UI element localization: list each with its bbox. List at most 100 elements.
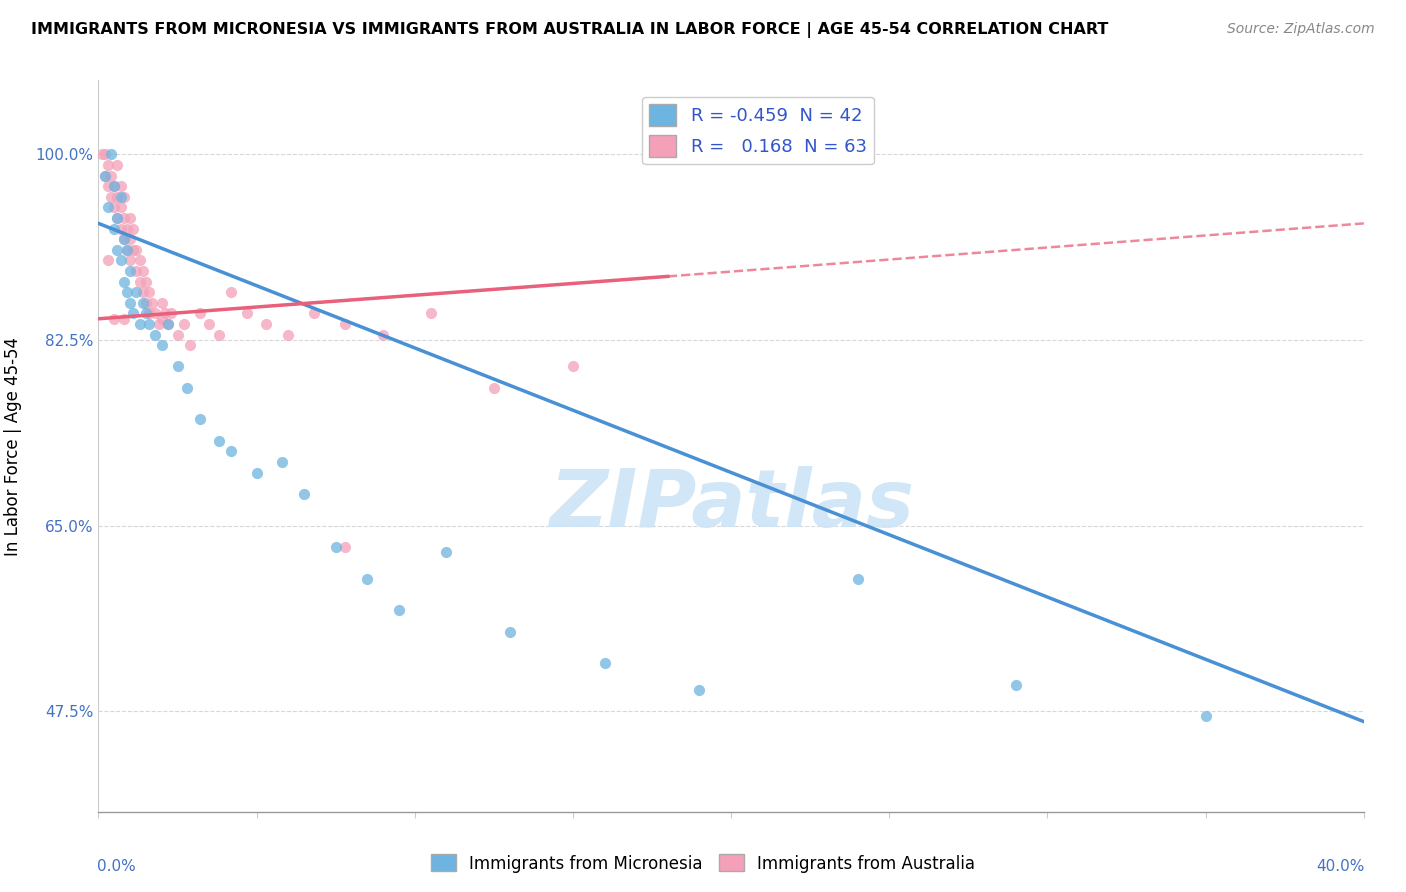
Point — [388, 603, 411, 617]
Point — [103, 179, 125, 194]
Point — [132, 285, 155, 300]
Text: 40.0%: 40.0% — [1316, 859, 1365, 874]
Y-axis label: In Labor Force | Age 45-54: In Labor Force | Age 45-54 — [4, 336, 21, 556]
Point — [356, 572, 378, 586]
Point — [90, 147, 112, 161]
Point — [135, 275, 157, 289]
Legend: Immigrants from Micronesia, Immigrants from Australia: Immigrants from Micronesia, Immigrants f… — [425, 847, 981, 880]
Point — [166, 359, 188, 374]
Point — [498, 624, 520, 639]
Point — [236, 306, 259, 320]
Text: 0.0%: 0.0% — [97, 859, 136, 874]
Point — [179, 338, 201, 352]
Point — [120, 232, 141, 246]
Point — [138, 306, 160, 320]
Point — [128, 317, 150, 331]
Point — [97, 158, 120, 172]
Point — [1004, 677, 1026, 691]
Point — [93, 169, 117, 183]
Point — [419, 306, 441, 320]
Point — [846, 572, 869, 586]
Point — [157, 317, 180, 331]
Point — [132, 296, 155, 310]
Point — [125, 264, 148, 278]
Text: ZIPatlas: ZIPatlas — [548, 466, 914, 543]
Point — [482, 381, 505, 395]
Point — [128, 253, 150, 268]
Point — [208, 434, 231, 448]
Point — [150, 311, 173, 326]
Point — [150, 296, 173, 310]
Point — [110, 201, 132, 215]
Point — [219, 444, 243, 458]
Point — [103, 201, 125, 215]
Point — [112, 190, 135, 204]
Point — [122, 243, 145, 257]
Point — [93, 147, 117, 161]
Point — [208, 327, 231, 342]
Point — [115, 243, 138, 257]
Point — [135, 306, 157, 320]
Point — [107, 211, 129, 225]
Point — [371, 327, 394, 342]
Point — [335, 317, 357, 331]
Point — [120, 296, 141, 310]
Point — [173, 317, 195, 331]
Point — [100, 169, 122, 183]
Point — [188, 306, 211, 320]
Point — [110, 179, 132, 194]
Point — [103, 311, 125, 326]
Point — [125, 243, 148, 257]
Point — [141, 296, 163, 310]
Point — [270, 455, 294, 469]
Point — [135, 296, 157, 310]
Point — [112, 232, 135, 246]
Point — [128, 275, 150, 289]
Point — [115, 221, 138, 235]
Point — [593, 657, 616, 671]
Point — [112, 275, 135, 289]
Point — [148, 317, 170, 331]
Point — [198, 317, 221, 331]
Text: Source: ZipAtlas.com: Source: ZipAtlas.com — [1227, 22, 1375, 37]
Point — [122, 221, 145, 235]
Point — [160, 306, 183, 320]
Point — [120, 211, 141, 225]
Point — [145, 306, 166, 320]
Point — [219, 285, 243, 300]
Point — [115, 285, 138, 300]
Point — [1194, 709, 1216, 723]
Point — [112, 232, 135, 246]
Point — [107, 211, 129, 225]
Point — [110, 253, 132, 268]
Text: IMMIGRANTS FROM MICRONESIA VS IMMIGRANTS FROM AUSTRALIA IN LABOR FORCE | AGE 45-: IMMIGRANTS FROM MICRONESIA VS IMMIGRANTS… — [31, 22, 1108, 38]
Point — [107, 190, 129, 204]
Point — [107, 243, 129, 257]
Point — [688, 682, 710, 697]
Point — [122, 306, 145, 320]
Point — [100, 190, 122, 204]
Point — [335, 540, 357, 554]
Point — [112, 311, 135, 326]
Point — [145, 327, 166, 342]
Point — [188, 412, 211, 426]
Point — [100, 147, 122, 161]
Point — [561, 359, 585, 374]
Point — [302, 306, 325, 320]
Point — [166, 327, 188, 342]
Point — [125, 285, 148, 300]
Point — [110, 190, 132, 204]
Point — [325, 540, 347, 554]
Point — [277, 327, 299, 342]
Point — [436, 545, 458, 559]
Point — [115, 243, 138, 257]
Point — [103, 221, 125, 235]
Point — [110, 221, 132, 235]
Point — [157, 317, 180, 331]
Point — [97, 201, 120, 215]
Point — [138, 285, 160, 300]
Point — [246, 466, 269, 480]
Point — [254, 317, 277, 331]
Point — [103, 179, 125, 194]
Point — [176, 381, 198, 395]
